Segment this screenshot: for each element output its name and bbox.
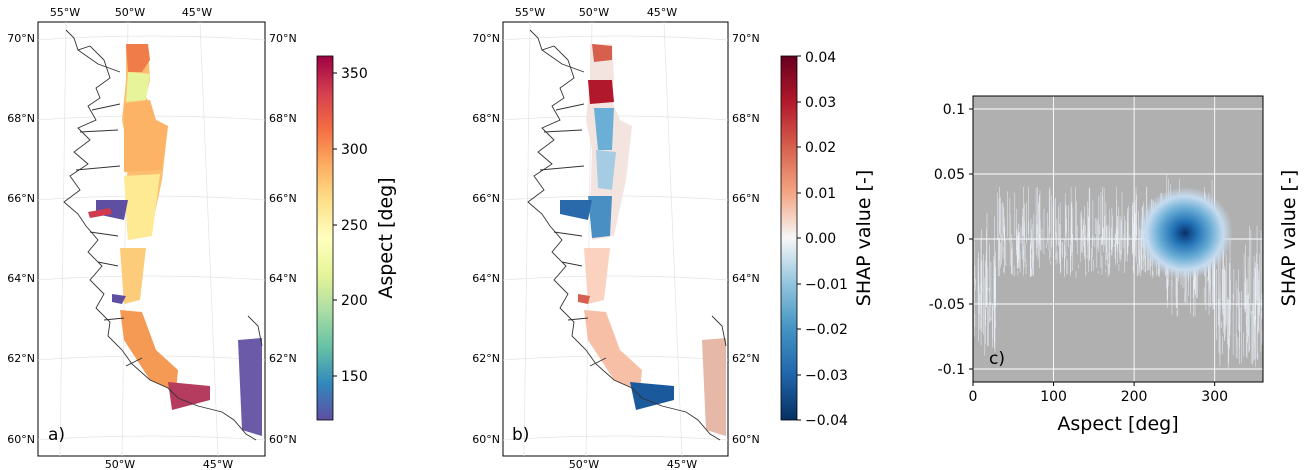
density-peak	[1136, 187, 1233, 279]
lon-tick-bottom-b-1: 50°W	[569, 458, 599, 470]
x-tick-label: 100	[1040, 389, 1067, 405]
lat-tick-right-a-1: 70°N	[269, 32, 297, 45]
map-frame-a	[37, 21, 266, 457]
lat-ticks-right-a: 70°N 68°N 66°N 64°N 62°N 60°N	[269, 32, 297, 446]
lat-ticks-left-a: 70°N 68°N 66°N 64°N 62°N 60°N	[7, 32, 35, 446]
map-frame-b	[502, 21, 729, 457]
lat-tick-left-b-6: 60°N	[472, 433, 500, 446]
lat-tick-left-b-1: 70°N	[472, 32, 500, 45]
colorbar-a-tick-300: 300	[341, 142, 368, 158]
panel-c: 0 100 200 300 0.1 0.05 0 -0.05 -0.1 Aspect [deg…	[929, 95, 1300, 435]
colorbar-b-tick-4: 0.01	[805, 186, 836, 202]
lat-tick-left-b-4: 64°N	[472, 272, 500, 285]
lon-tick-top-b-2: 50°W	[579, 6, 609, 19]
colorbar-a: 350 300 250 200 150 Aspect [deg]	[316, 55, 397, 421]
lon-tick-bottom-b-2: 45°W	[667, 458, 697, 470]
colorbar-a-tick-200: 200	[341, 293, 368, 309]
lon-tick-top-b-1: 55°W	[515, 6, 545, 19]
colorbar-a-tick-150: 150	[341, 369, 368, 385]
x-tick-label: 0	[969, 389, 978, 405]
colorbar-a-bar	[316, 55, 334, 421]
x-tick-label: 300	[1201, 389, 1228, 405]
scatter-y-label: SHAP value [-]	[1278, 170, 1300, 306]
colorbar-b-tick-6: −0.01	[805, 277, 848, 293]
lat-tick-right-a-2: 68°N	[269, 112, 297, 125]
y-tick-label: 0.1	[943, 102, 965, 118]
aspect-grid	[88, 44, 262, 436]
lon-tick-top-a-2: 50°W	[115, 6, 145, 19]
panel-b: b) 55°W 50°W 45°W 50°W 45°W 70°N 68°N 66…	[472, 6, 759, 470]
colorbar-b-ticks: 0.04 0.03 0.02 0.01 0.00 −0.01 −0.02 −0.…	[797, 50, 848, 429]
colorbar-a-tick-350: 350	[341, 66, 368, 82]
coastline-b	[527, 29, 727, 441]
lat-tick-left-a-1: 70°N	[7, 32, 35, 45]
lon-tick-bottom-a-1: 50°W	[105, 458, 135, 470]
lat-tick-right-a-3: 66°N	[269, 192, 297, 205]
lat-tick-right-b-1: 70°N	[732, 32, 760, 45]
colorbar-b-tick-8: −0.03	[805, 368, 848, 384]
y-tick-label: 0	[956, 232, 965, 248]
colorbar-b-tick-9: −0.04	[805, 413, 848, 429]
lat-tick-right-b-3: 66°N	[732, 192, 760, 205]
colorbar-b-tick-1: 0.04	[805, 50, 836, 66]
lat-ticks-right-b: 70°N 68°N 66°N 64°N 62°N 60°N	[732, 32, 760, 446]
panel-label-a: a)	[48, 425, 65, 445]
colorbar-b-tick-5: 0.00	[805, 231, 836, 247]
lat-tick-right-a-5: 62°N	[269, 352, 297, 365]
lat-tick-left-a-3: 66°N	[7, 192, 35, 205]
colorbar-b: 0.04 0.03 0.02 0.01 0.00 −0.01 −0.02 −0.…	[780, 50, 875, 429]
colorbar-b-tick-7: −0.02	[805, 322, 848, 338]
lat-tick-right-b-4: 64°N	[732, 272, 760, 285]
colorbar-a-label: Aspect [deg]	[375, 177, 397, 298]
scatter-x-ticks: 0 100 200 300	[969, 382, 1228, 405]
x-tick-label: 200	[1121, 389, 1148, 405]
lon-tick-bottom-a-2: 45°W	[203, 458, 233, 470]
colorbar-a-ticks: 350 300 250 200 150	[333, 66, 368, 385]
panel-a: a) 55°W 50°W 45°W 50°W 45°W 70°N 68°N 66…	[7, 6, 296, 470]
scatter-x-label: Aspect [deg]	[1057, 413, 1178, 435]
lon-tick-top-b-3: 45°W	[647, 6, 677, 19]
lat-tick-right-b-5: 62°N	[732, 352, 760, 365]
panel-label-c: c)	[989, 349, 1005, 369]
y-tick-label: -0.05	[929, 297, 965, 313]
lat-tick-right-b-6: 60°N	[732, 433, 760, 446]
panel-label-b: b)	[512, 425, 529, 445]
scatter-y-ticks: 0.1 0.05 0 -0.05 -0.1	[929, 102, 973, 378]
colorbar-b-tick-2: 0.03	[805, 95, 836, 111]
colorbar-b-tick-3: 0.02	[805, 140, 836, 156]
lon-tick-top-a-3: 45°W	[182, 6, 212, 19]
lon-tick-top-a-1: 55°W	[50, 6, 80, 19]
lat-tick-left-b-5: 62°N	[472, 352, 500, 365]
coastline-a	[63, 29, 263, 441]
lat-tick-right-a-6: 60°N	[269, 433, 297, 446]
lat-tick-left-b-2: 68°N	[472, 112, 500, 125]
lat-ticks-left-b: 70°N 68°N 66°N 64°N 62°N 60°N	[472, 32, 500, 446]
y-tick-label: 0.05	[934, 167, 965, 183]
colorbar-a-tick-250: 250	[341, 218, 368, 234]
lat-tick-left-a-6: 60°N	[7, 433, 35, 446]
colorbar-b-bar	[780, 55, 798, 421]
lat-tick-left-a-4: 64°N	[7, 272, 35, 285]
y-tick-label: -0.1	[938, 362, 965, 378]
shap-grid	[560, 44, 726, 436]
lat-tick-left-b-3: 66°N	[472, 192, 500, 205]
lat-tick-right-b-2: 68°N	[732, 112, 760, 125]
lat-tick-left-a-2: 68°N	[7, 112, 35, 125]
colorbar-b-label: SHAP value [-]	[853, 170, 875, 306]
lat-tick-left-a-5: 62°N	[7, 352, 35, 365]
lat-tick-right-a-4: 64°N	[269, 272, 297, 285]
